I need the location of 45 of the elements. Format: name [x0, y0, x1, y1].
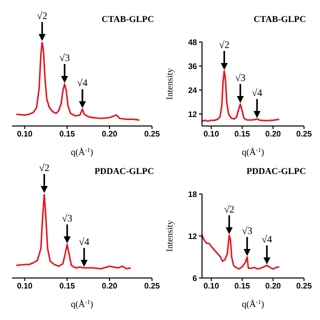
x-axis-title: q(Å$^{-1}$) — [70, 298, 94, 309]
x-tick-label: 0.20 — [102, 130, 118, 139]
x-tick-label: 0.20 — [265, 282, 282, 291]
y-tick-label: 24 — [188, 86, 198, 95]
x-axis-title: q(Å$^{-1}$) — [242, 146, 264, 157]
annotation: √4 — [252, 88, 262, 99]
annotation: √3 — [235, 73, 246, 84]
chart-title: CTAB-GLPC — [254, 14, 306, 24]
chart-title: PDDAC-GLPC — [246, 166, 306, 176]
y-axis-title: Intensity — [164, 220, 174, 252]
annotation: √2 — [219, 40, 230, 51]
y-tick-label: 18 — [188, 190, 198, 199]
y-tick-label: 48 — [188, 38, 198, 47]
x-tick-label: 0.10 — [16, 282, 34, 291]
chart-title: PDDAC-GLPC — [94, 166, 154, 176]
x-tick-label: 0.25 — [144, 130, 160, 139]
x-tick-label: 0.20 — [102, 282, 118, 291]
x-axis-title: q(Å$^{-1}$) — [70, 146, 94, 157]
chart-title: CTAB-GLPC — [102, 14, 154, 24]
x-tick-label: 0.10 — [16, 130, 34, 139]
x-tick-label: 0.15 — [59, 282, 76, 291]
annotation: √2 — [224, 204, 234, 216]
x-tick-label: 0.10 — [203, 282, 220, 291]
annotation: √2 — [36, 11, 48, 22]
y-tick-label: 36 — [188, 62, 198, 71]
x-axis-title: q(Å$^{-1}$) — [242, 298, 264, 309]
x-tick-label: 0.25 — [296, 282, 312, 291]
y-tick-label: 6 — [192, 274, 198, 283]
x-tick-label: 0.10 — [203, 130, 220, 139]
x-tick-label: 0.20 — [265, 130, 282, 139]
annotation: √3 — [242, 226, 252, 237]
x-tick-label: 0.15 — [234, 282, 251, 291]
x-tick-label: 0.15 — [234, 130, 251, 139]
annotation: √3 — [59, 53, 70, 64]
y-tick-label: 12 — [188, 232, 198, 241]
annotation: √4 — [77, 78, 88, 90]
annotation: √2 — [38, 163, 50, 174]
annotation: √4 — [78, 236, 90, 248]
annotation: √3 — [62, 213, 72, 224]
x-tick-label: 0.15 — [59, 130, 76, 139]
x-tick-label: 0.25 — [144, 282, 160, 291]
y-axis-title: Intensity — [164, 68, 174, 100]
x-tick-label: 0.25 — [296, 130, 312, 139]
annotation: √4 — [262, 234, 272, 246]
y-tick-label: 12 — [188, 110, 198, 119]
